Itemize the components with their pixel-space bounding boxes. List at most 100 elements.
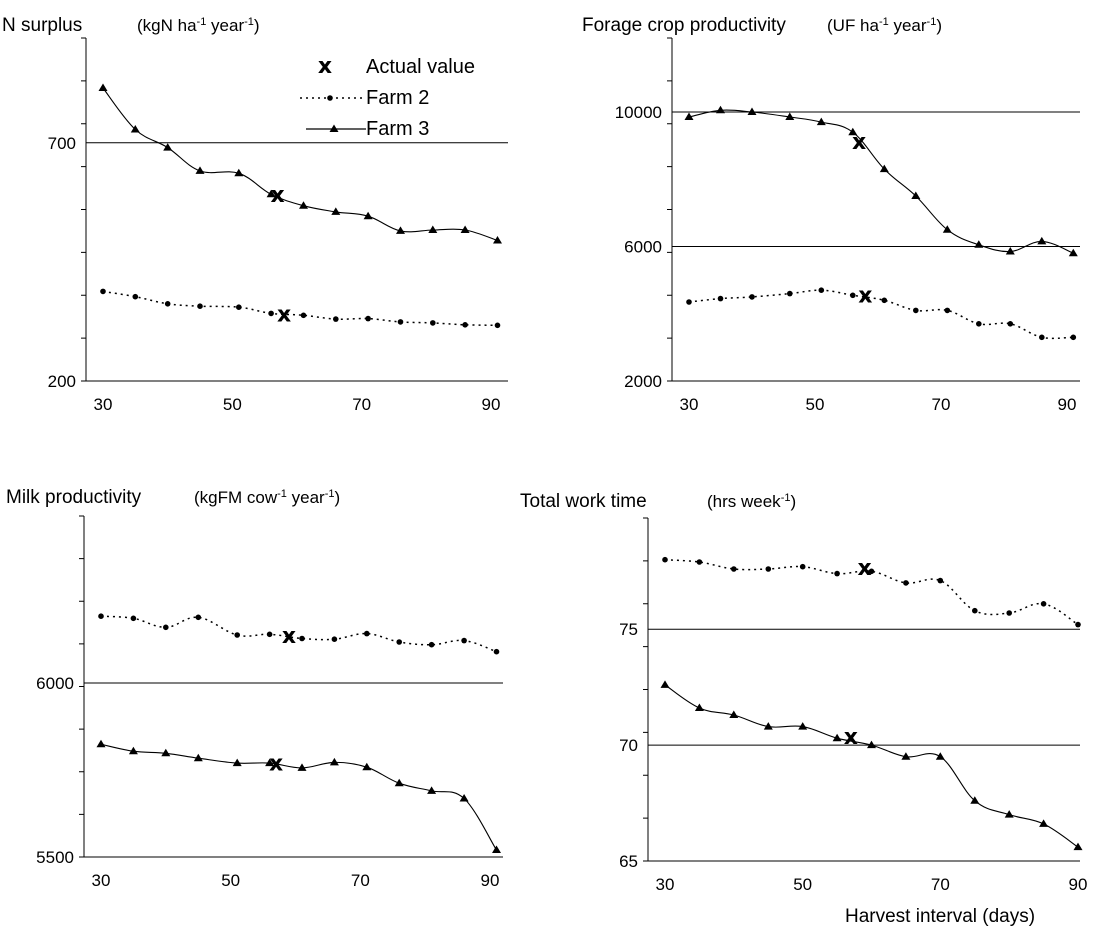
farm2-point (494, 322, 501, 329)
x-tick-label: 30 (656, 875, 675, 894)
farm2-point (493, 648, 500, 655)
farm3-point (1005, 247, 1015, 255)
y-tick-label: 700 (48, 134, 76, 153)
actual-value-marker: x (852, 130, 866, 155)
farm3-point (297, 763, 307, 771)
actual-value-marker: x (270, 183, 284, 208)
farm2-point (98, 613, 104, 619)
farm2-point (365, 315, 371, 322)
farm3-point (427, 786, 437, 794)
farm3-point (459, 794, 469, 802)
x-tick-label: 70 (351, 871, 370, 890)
farm3-point (1037, 236, 1047, 245)
farm2-point (972, 607, 978, 614)
farm3-point (716, 105, 725, 114)
actual-value-marker: x (277, 302, 291, 327)
chart1: 700 200 30 50 70 90 x x (48, 37, 508, 414)
farm2-point (799, 563, 806, 570)
farm3-point (98, 83, 108, 91)
farm3-point (428, 225, 438, 233)
x-tick-label: 90 (482, 395, 501, 414)
farm3-point (1068, 248, 1078, 257)
farm2-point (818, 287, 825, 294)
farm2-point (913, 307, 919, 314)
farm2-point (266, 631, 273, 638)
legend-actual-marker: x (318, 54, 332, 79)
farm2-point (696, 559, 703, 565)
x-tick-label: 90 (1069, 875, 1088, 894)
farm2-point (333, 316, 339, 322)
farm3-point (128, 746, 138, 755)
farm2-point (197, 303, 203, 310)
farm3-point (848, 127, 858, 136)
x-tick-label: 30 (94, 395, 113, 414)
farm3-point (363, 211, 373, 220)
farm2-point (1075, 621, 1081, 628)
farm2-line (688, 289, 1074, 340)
farm3-point (266, 189, 276, 198)
farm3-point (935, 752, 945, 760)
chart4-title: Total work time (520, 491, 647, 512)
farm3-point (942, 225, 952, 233)
farm3-point (763, 722, 773, 730)
x-tick-label: 50 (221, 871, 240, 890)
farm2-point (944, 307, 951, 314)
x-tick-label: 50 (223, 395, 242, 414)
farm3-point (729, 710, 739, 718)
farm2-point (881, 297, 888, 304)
farm2-point (834, 570, 840, 577)
chart1-title: N surplus (2, 15, 82, 36)
farm2-point (787, 290, 793, 297)
farm2-point (1039, 334, 1045, 341)
farm3-point (832, 733, 842, 742)
farm2-point (364, 630, 370, 637)
farm3-point (329, 757, 339, 766)
actual-value-marker: x (858, 283, 872, 308)
y-tick-label: 200 (48, 372, 76, 391)
farm3-point (970, 796, 980, 804)
farm2-point (868, 568, 875, 575)
farm2-point (163, 624, 169, 631)
farm2-point (331, 636, 338, 642)
farm2-point (100, 288, 106, 295)
farm3-point (492, 845, 501, 853)
farm2-point (662, 556, 668, 563)
x-tick-label: 50 (793, 875, 812, 894)
x-tick-label: 30 (680, 395, 699, 414)
actual-value-marker: x (844, 725, 858, 750)
x-tick-label: 70 (931, 875, 950, 894)
chart2-title: Forage crop productivity (582, 15, 786, 36)
farm2-point (731, 566, 737, 572)
farm3-point (798, 722, 808, 730)
chart4: 75 70 65 30 50 70 90 x x (619, 517, 1088, 894)
farm3-point (911, 191, 921, 199)
farm3-point (96, 739, 106, 748)
farm2-point (132, 293, 139, 300)
farm3-point (785, 112, 795, 120)
farm2-point (850, 292, 856, 299)
farm3-point (901, 752, 911, 760)
x-tick-label: 30 (92, 871, 111, 890)
legend-farm3-marker (329, 124, 339, 132)
farm3-point (684, 112, 694, 120)
x-tick-label: 70 (932, 395, 951, 414)
x-axis-label: Harvest interval (days) (845, 906, 1035, 926)
actual-value-marker: x (858, 556, 872, 581)
chart1-unit: (kgN ha-1 year-1) (137, 16, 260, 35)
farm2-point (195, 614, 202, 621)
chart3-unit: (kgFM cow-1 year-1) (194, 488, 340, 507)
farm3-point (163, 143, 173, 151)
farm3-point (394, 778, 404, 787)
legend-farm3-label: Farm 3 (366, 118, 429, 140)
farm3-point (265, 758, 275, 767)
chart3: 6000 5500 30 50 70 90 x x (36, 515, 503, 890)
farm3-point (694, 703, 704, 711)
legend-farm2-marker (327, 95, 333, 101)
farm3-point (195, 166, 205, 174)
farm2-point (268, 310, 274, 317)
y-tick-label: 65 (619, 852, 638, 871)
farm2-point (461, 637, 467, 644)
chart2: 10000 6000 2000 30 50 70 90 x x (615, 37, 1080, 414)
farm2-point (1040, 601, 1047, 607)
